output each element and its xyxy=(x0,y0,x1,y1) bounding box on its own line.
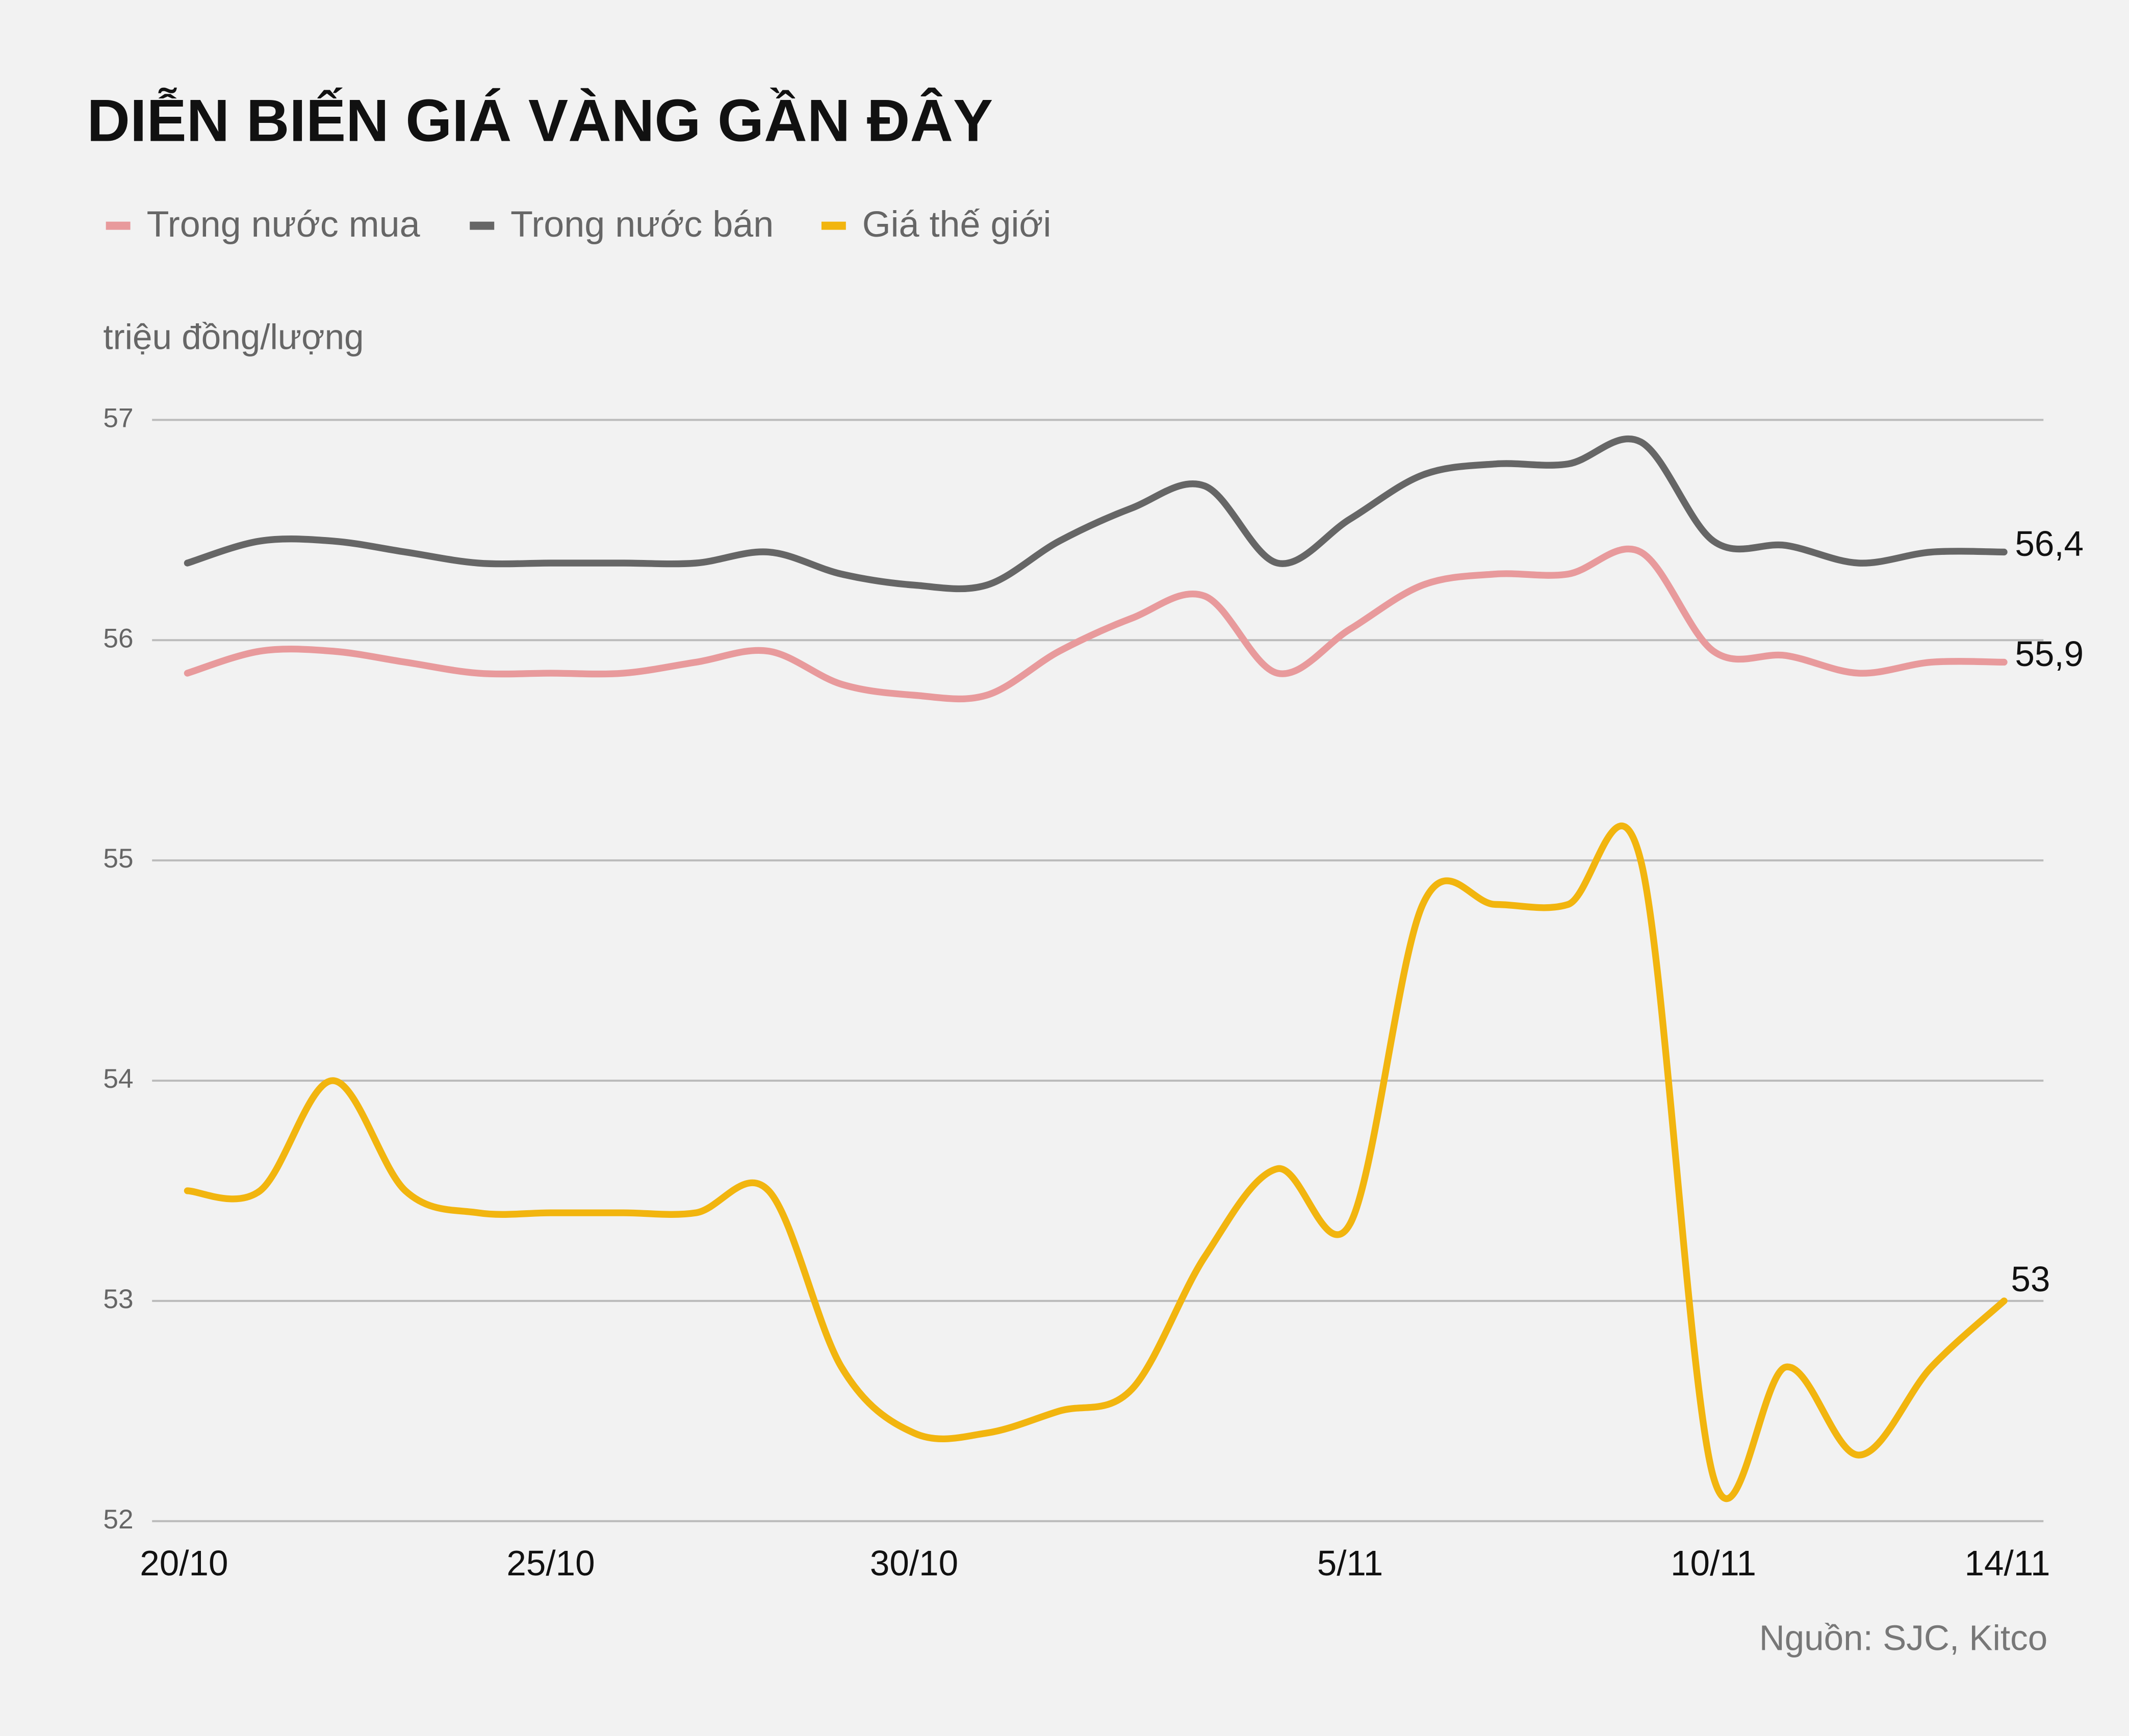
y-tick-label: 55 xyxy=(103,844,133,874)
line xyxy=(184,435,2008,593)
legend-label: Giá thế giới xyxy=(862,204,1051,245)
line xyxy=(184,822,2008,1502)
value-label: 55,9 xyxy=(2015,634,2084,674)
x-tick-label: 30/10 xyxy=(870,1543,958,1583)
chart-title: DIỄN BIẾN GIÁ VÀNG GẦN ĐÂY xyxy=(87,87,993,154)
source: Nguồn: SJC, Kitco xyxy=(1759,1618,2048,1657)
y-tick-label: 52 xyxy=(103,1504,133,1535)
y-axis-label: triệu đồng/lượng xyxy=(103,317,364,357)
x-tick-label: 14/11 xyxy=(1964,1543,2050,1583)
x-tick-label: 20/10 xyxy=(140,1543,228,1583)
line xyxy=(184,545,2008,703)
value-label: 56,4 xyxy=(2015,524,2084,564)
y-tick-label: 53 xyxy=(103,1284,133,1314)
value-label: 53 xyxy=(2011,1259,2050,1299)
x-tick-label: 10/11 xyxy=(1671,1543,1756,1583)
legend-label: Trong nước bán xyxy=(510,204,774,245)
y-tick-label: 54 xyxy=(103,1064,133,1094)
legend-label: Trong nước mua xyxy=(147,204,420,245)
y-tick-label: 56 xyxy=(103,623,133,653)
y-tick-label: 57 xyxy=(103,403,133,433)
x-tick-label: 25/10 xyxy=(506,1543,595,1583)
x-tick-label: 5/11 xyxy=(1317,1543,1383,1583)
